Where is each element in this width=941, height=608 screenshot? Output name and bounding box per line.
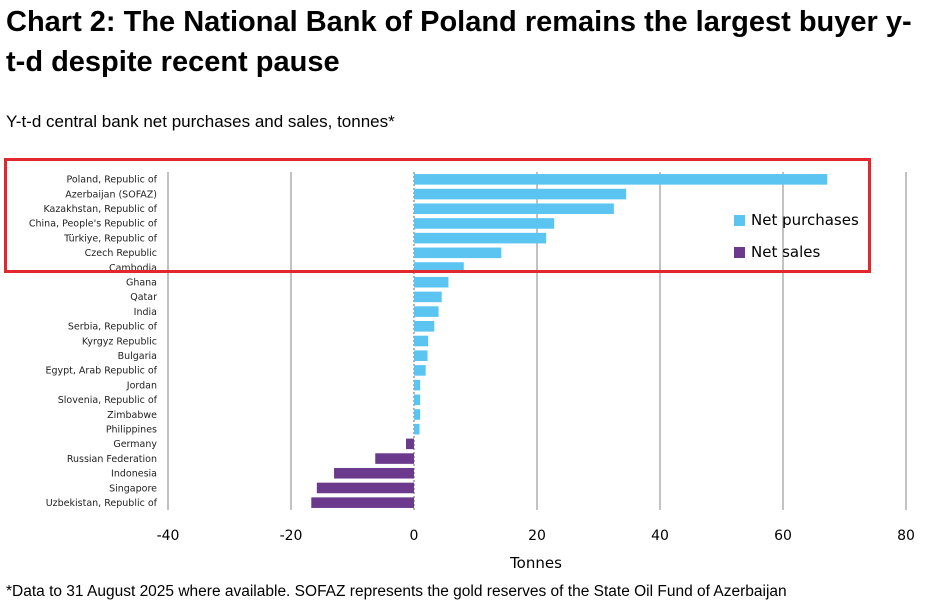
- legend-label-net-sales: Net sales: [751, 243, 821, 261]
- category-label: China, People's Republic of: [29, 219, 158, 230]
- category-label: Zimbabwe: [107, 410, 157, 421]
- bar: [414, 188, 627, 200]
- bar: [414, 423, 420, 435]
- category-label: Egypt, Arab Republic of: [45, 366, 157, 377]
- category-label: India: [134, 307, 157, 318]
- category-label: Kazakhstan, Republic of: [43, 204, 157, 215]
- category-label: Czech Republic: [85, 248, 157, 259]
- bar: [414, 306, 439, 317]
- legend-swatch-net-sales: [734, 246, 745, 258]
- category-label: Azerbaijan (SOFAZ): [65, 189, 157, 200]
- category-label: Russian Federation: [67, 454, 157, 465]
- bar: [414, 321, 435, 332]
- bar: [414, 247, 502, 259]
- x-axis-title: Tonnes: [509, 554, 562, 572]
- bar: [414, 335, 429, 347]
- category-label: Singapore: [109, 483, 157, 494]
- category-label: Germany: [113, 439, 157, 450]
- category-label: Serbia, Republic of: [68, 322, 158, 333]
- bar: [311, 497, 414, 508]
- category-label: Uzbekistan, Republic of: [46, 498, 158, 509]
- category-label: Kyrgyz Republic: [82, 336, 157, 347]
- chart-subtitle: Y-t-d central bank net purchases and sal…: [6, 112, 395, 131]
- bar: [316, 482, 414, 494]
- bar: [414, 409, 421, 420]
- x-tick-labels: -40 -20 0 20 40 60 80: [157, 528, 915, 544]
- bar: [414, 394, 421, 406]
- category-label: Indonesia: [111, 469, 157, 480]
- bar: [414, 203, 614, 215]
- bar: [414, 232, 547, 244]
- category-label: Ghana: [126, 278, 157, 289]
- bar: [414, 218, 555, 229]
- bar: [414, 174, 828, 185]
- bar: [414, 276, 449, 288]
- category-label: Philippines: [106, 424, 157, 435]
- legend-item-net-sales: Net sales: [734, 243, 820, 261]
- category-label: Türkiye, Republic of: [63, 233, 158, 244]
- bar: [334, 467, 414, 479]
- x-tick-label: -20: [280, 528, 303, 544]
- chart-title: Chart 2: The National Bank of Poland rem…: [6, 6, 912, 78]
- footnote: *Data to 31 August 2025 where available.…: [6, 583, 787, 600]
- category-labels: Poland, Republic of Azerbaijan (SOFAZ) Kaz…: [29, 175, 158, 509]
- x-tick-label: 60: [774, 528, 792, 544]
- legend-label-net-purchases: Net purchases: [751, 211, 859, 229]
- bars: [311, 174, 828, 508]
- category-label: Slovenia, Republic of: [58, 395, 158, 406]
- category-label: Jordan: [126, 380, 157, 391]
- category-label: Qatar: [130, 292, 157, 303]
- highlight-box: [4, 158, 871, 273]
- legend-item-net-purchases: Net purchases: [734, 211, 859, 229]
- category-label: Cambodia: [109, 263, 157, 274]
- bar: [414, 379, 421, 391]
- bar: [414, 262, 464, 273]
- bar: [414, 365, 426, 376]
- category-label: Poland, Republic of: [66, 175, 157, 186]
- x-tick-label: 0: [410, 528, 419, 544]
- bar-chart: Poland, Republic of Azerbaijan (SOFAZ) Kaz…: [29, 172, 915, 572]
- bar: [414, 350, 428, 361]
- bar: [414, 291, 442, 303]
- bar: [406, 438, 414, 450]
- x-tick-label: 80: [897, 528, 915, 544]
- category-label: Bulgaria: [118, 351, 157, 362]
- legend-swatch-net-purchases: [734, 214, 745, 226]
- x-tick-label: 20: [528, 528, 546, 544]
- x-tick-label: -40: [157, 528, 180, 544]
- x-tick-label: 40: [651, 528, 669, 544]
- bar: [375, 453, 414, 464]
